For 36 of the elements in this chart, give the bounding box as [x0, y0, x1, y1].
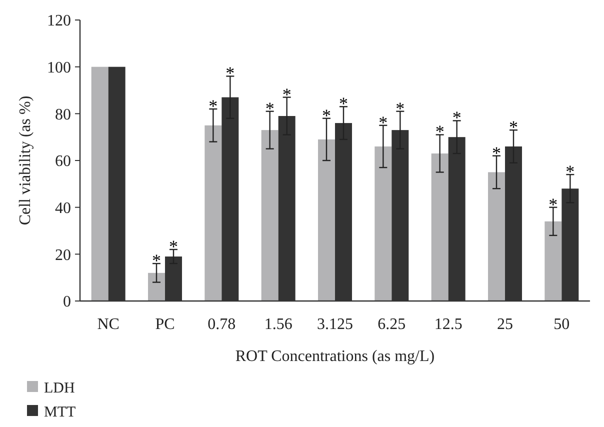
- x-tick-label: PC: [155, 316, 175, 333]
- annotation: *: [378, 112, 388, 132]
- x-tick-label: 12.5: [434, 316, 462, 333]
- legend-label: LDH: [44, 380, 75, 396]
- y-tick-label: 100: [47, 59, 71, 76]
- annotation: *: [492, 142, 501, 163]
- annotation: *: [548, 194, 558, 214]
- x-tick-label: 0.78: [208, 316, 236, 333]
- annotation: *: [339, 94, 348, 114]
- x-tick-label: 1.56: [264, 316, 292, 333]
- annotation: *: [509, 117, 518, 138]
- y-tick-label: 120: [47, 12, 71, 30]
- x-tick-label: 3.125: [317, 316, 353, 333]
- legend-label: MTT: [44, 404, 76, 420]
- annotation: *: [452, 108, 462, 128]
- y-tick-label: 0: [63, 294, 71, 311]
- annotation: *: [282, 84, 292, 104]
- annotation: *: [396, 98, 405, 118]
- x-axis-title: ROT Concentrations (as mg/L): [235, 348, 435, 365]
- annotation: *: [226, 63, 235, 84]
- annotation: *: [265, 98, 274, 118]
- annotation: *: [322, 105, 331, 126]
- x-tick-label: 50: [554, 316, 570, 333]
- y-tick-label: 80: [55, 106, 71, 124]
- y-axis-title: Cell viability (as %): [17, 96, 34, 226]
- annotation: *: [152, 250, 161, 271]
- annotation: *: [566, 162, 575, 182]
- y-tick-label: 20: [55, 246, 71, 264]
- annotation: *: [169, 236, 178, 256]
- annotation: *: [435, 122, 444, 142]
- x-tick-label: NC: [97, 316, 120, 333]
- y-tick-label: 40: [55, 200, 71, 217]
- x-tick-label: 6.25: [378, 316, 406, 333]
- x-tick-label: 25: [497, 316, 513, 333]
- y-tick-label: 60: [55, 153, 71, 170]
- annotation: *: [208, 96, 218, 116]
